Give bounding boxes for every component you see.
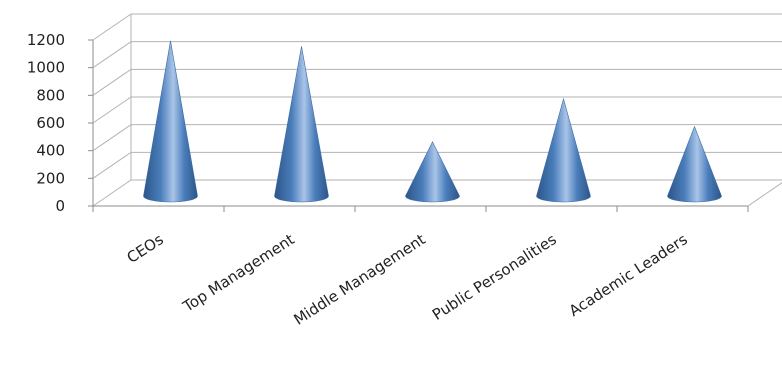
cone-body [274,46,329,203]
y-tick-label: 1200 [27,31,65,49]
y-tick-label: 1000 [27,59,65,77]
x-tick-label: Top Management [179,230,298,316]
x-tick-label: CEOs [124,230,167,267]
cone-ceos [143,40,198,203]
gridline-side [92,68,132,96]
data-cones [143,40,722,203]
x-tick-label: Academic Leaders [566,230,691,320]
x-tick-label: Public Personalities [429,230,560,324]
gridline-side [92,179,132,207]
y-tick-label: 600 [36,114,65,132]
gridline-side [92,96,132,124]
cone-public-personalities [536,97,591,203]
cone-body [536,97,591,203]
floor-right-edge [747,182,782,207]
cone-body [143,40,198,203]
y-axis-ticks: 0 200 400 600 800 1000 1200 [27,31,93,215]
gridline-side [92,124,132,152]
cone-academic-leaders [667,125,722,203]
y-tick-label: 800 [36,86,65,104]
x-tick-label: Middle Management [290,230,428,329]
cone-body [405,141,460,203]
y-tick-label: 0 [55,197,65,215]
cone-middle-management [405,141,460,203]
gridline-side [92,13,132,41]
y-tick-label: 200 [36,169,65,187]
y-tick-label: 400 [36,142,65,160]
x-axis [92,182,782,212]
cone-body [667,125,722,203]
gridline-side [92,41,132,69]
gridlines [92,13,782,207]
gridline-side [92,151,132,179]
cone-top-management [274,46,329,203]
